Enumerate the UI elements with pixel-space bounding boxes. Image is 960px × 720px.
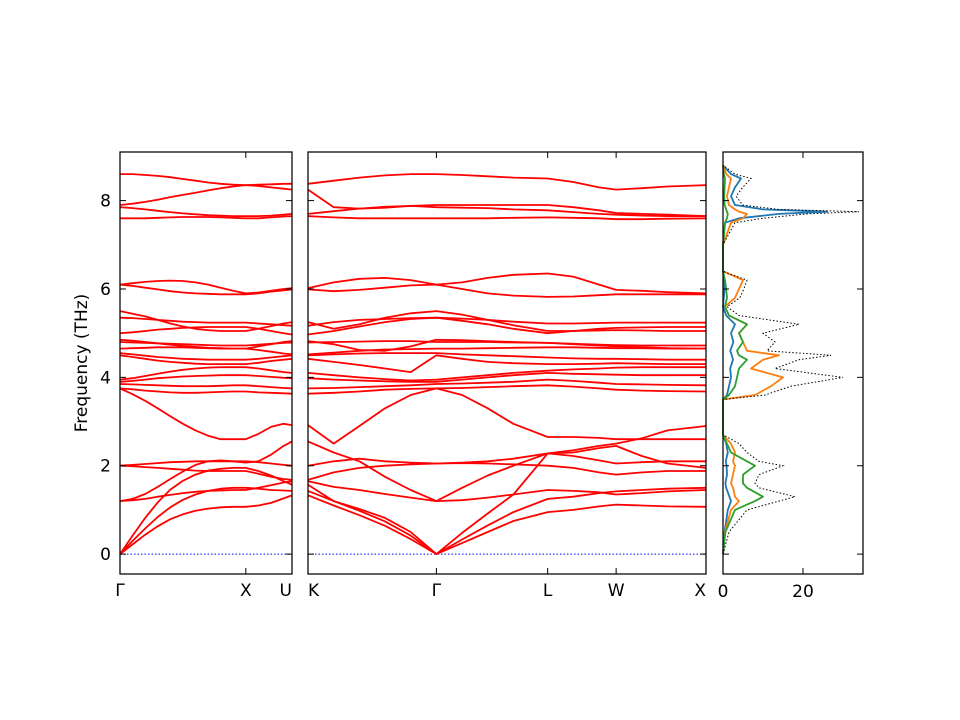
dos-panel: 0 20 (718, 151, 864, 602)
ticks-left: 0 2 4 6 8 Γ X U (100, 152, 292, 601)
band-line (119, 374, 293, 383)
band-line (119, 310, 293, 332)
x-tick-label: X (694, 581, 706, 601)
dos-partial-line (722, 165, 764, 555)
band-line (119, 466, 293, 555)
x-tick-label: W (608, 581, 625, 601)
band-line (119, 354, 293, 366)
band-line (307, 215, 707, 221)
band-line (119, 494, 293, 555)
band-line (119, 338, 293, 350)
band-line (120, 173, 292, 187)
band-line (119, 283, 293, 296)
y-tick-label: 8 (100, 192, 111, 212)
band-lines-left (119, 173, 293, 555)
x-tick-label: U (280, 581, 292, 601)
band-line (119, 383, 293, 390)
band-line (307, 452, 706, 467)
band-line (307, 425, 707, 503)
dos-partial-line (722, 164, 784, 555)
band-line (119, 464, 293, 481)
band-line (307, 366, 706, 382)
band-line (119, 480, 293, 502)
y-tick-label: 2 (100, 457, 111, 477)
band-line (307, 173, 707, 191)
dos-lines (722, 164, 860, 555)
band-line (307, 384, 707, 395)
band-line (119, 206, 293, 218)
band-line (119, 486, 293, 555)
band-line (119, 326, 293, 336)
band-line (119, 184, 293, 206)
x-tick-label: K (308, 581, 320, 601)
band-line (119, 387, 293, 441)
band-line (307, 316, 706, 327)
band-line (307, 444, 707, 555)
x-tick-label: L (543, 581, 553, 601)
band-line (119, 387, 293, 395)
x-tick-label: 0 (718, 582, 729, 602)
band-lines-middle (307, 173, 707, 555)
band-line (307, 486, 707, 555)
x-tick-label: 20 (792, 582, 814, 602)
band-line (120, 215, 293, 220)
band-line (307, 310, 706, 332)
x-tick-label: Γ (432, 581, 442, 601)
x-tick-label: X (240, 581, 252, 601)
dos-total-line (722, 164, 860, 555)
band-panel-left: 0 2 4 6 8 Γ X U (100, 151, 293, 601)
ticks-dos: 0 20 (718, 152, 863, 602)
band-line (307, 354, 706, 374)
band-line (307, 352, 706, 361)
band-line (307, 188, 707, 217)
y-axis-label: Frequency (THz) (72, 294, 92, 433)
axes-frame-left (119, 151, 293, 575)
band-line (307, 272, 707, 295)
axes-frame-dos (722, 151, 864, 575)
dos-partial-line (722, 164, 828, 555)
band-line (307, 338, 707, 352)
band-line (307, 283, 706, 298)
x-tick-label: Γ (115, 581, 125, 601)
axes-frame-middle (307, 151, 707, 575)
y-tick-label: 0 (100, 545, 111, 565)
band-line (307, 316, 706, 336)
band-line (307, 462, 706, 481)
band-line (307, 480, 707, 503)
y-tick-label: 4 (100, 368, 111, 388)
band-line (119, 352, 293, 361)
band-line (307, 494, 707, 555)
y-tick-label: 6 (100, 280, 111, 300)
band-line (307, 371, 706, 383)
band-line (119, 460, 293, 467)
band-line (307, 378, 707, 390)
band-line (307, 387, 706, 445)
band-line (119, 316, 293, 327)
band-line (119, 366, 293, 381)
